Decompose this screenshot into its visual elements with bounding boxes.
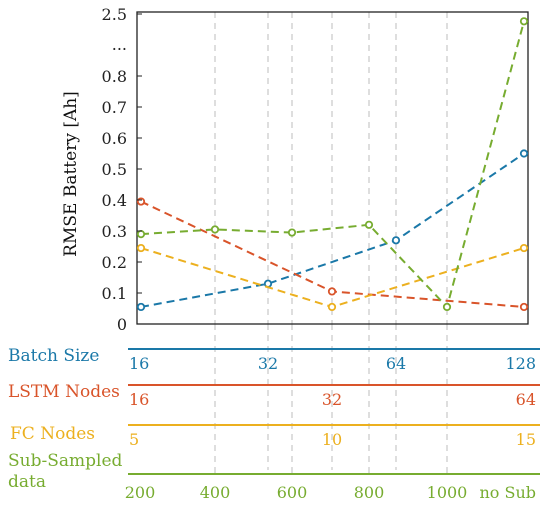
series-line bbox=[140, 152, 525, 308]
x-tick-label: 128 bbox=[505, 354, 536, 373]
series-lstm-nodes bbox=[136, 197, 529, 312]
x-axis-name: LSTM Nodes bbox=[8, 382, 120, 402]
x-tick-label: 16 bbox=[129, 390, 149, 409]
x-axis-name: Sub-Sampled data bbox=[8, 451, 123, 492]
y-axis-ticks: 2.5... 0.8 0.7 0.6 0.5 0.4 0.3 0.2 0.1 0 bbox=[102, 5, 142, 334]
x-tick-label: 1000 bbox=[427, 483, 468, 502]
data-point bbox=[136, 230, 146, 239]
data-point bbox=[519, 243, 529, 253]
x-axis-lstm-nodes: LSTM Nodes 16 32 64 bbox=[8, 382, 540, 409]
x-axis-name: Batch Size bbox=[8, 346, 99, 366]
data-point bbox=[442, 302, 452, 312]
data-point bbox=[519, 149, 529, 158]
x-tick-label: 16 bbox=[129, 354, 149, 373]
y-tick-label: 0.2 bbox=[102, 253, 127, 272]
data-point bbox=[327, 287, 337, 296]
x-tick-label: 32 bbox=[322, 390, 342, 409]
data-point bbox=[210, 225, 220, 234]
y-tick-label: 0.7 bbox=[102, 98, 127, 117]
data-point bbox=[287, 228, 297, 237]
data-point bbox=[364, 220, 374, 229]
y-tick-label: 0.6 bbox=[102, 129, 127, 148]
x-tick-label: 5 bbox=[129, 430, 139, 449]
series-sub-sampled-data bbox=[136, 17, 529, 312]
x-tick-label: 15 bbox=[516, 430, 536, 449]
series-layer bbox=[136, 17, 529, 312]
y-tick-label: 0.8 bbox=[102, 67, 127, 86]
y-tick-label: 0.5 bbox=[102, 160, 127, 179]
y-tick-label: 2.5 bbox=[102, 5, 127, 24]
y-tick-label: ... bbox=[112, 35, 127, 54]
y-tick-label: 0.3 bbox=[102, 222, 127, 241]
plot-frame bbox=[136, 11, 529, 325]
y-tick-label: 0.4 bbox=[102, 191, 127, 210]
x-tick-label: 32 bbox=[258, 354, 278, 373]
x-tick-label: no Sub bbox=[479, 483, 536, 502]
data-point bbox=[519, 17, 529, 26]
data-point bbox=[391, 236, 401, 245]
x-tick-label: 200 bbox=[125, 483, 156, 502]
data-point bbox=[327, 302, 337, 312]
y-tick-label: 0.1 bbox=[102, 284, 127, 303]
x-tick-label: 600 bbox=[277, 483, 308, 502]
y-tick-label: 0 bbox=[117, 315, 127, 334]
series-line bbox=[140, 21, 525, 309]
series-fc-nodes bbox=[136, 243, 529, 312]
data-point bbox=[136, 197, 146, 206]
data-point bbox=[136, 302, 146, 312]
x-axis-name: FC Nodes bbox=[10, 424, 95, 444]
x-tick-label: 10 bbox=[322, 430, 342, 449]
data-point bbox=[519, 302, 529, 312]
x-tick-label: 800 bbox=[354, 483, 385, 502]
x-tick-label: 64 bbox=[516, 390, 536, 409]
data-point bbox=[136, 243, 146, 253]
x-tick-label: 64 bbox=[386, 354, 406, 373]
x-axis-fc-nodes: FC Nodes 5 10 15 bbox=[10, 424, 540, 449]
x-axes: Batch Size 16 32 64 128 LSTM Nodes 16 32 64 FC No… bbox=[8, 346, 540, 502]
plot-border bbox=[136, 11, 529, 325]
x-axis-batch-size: Batch Size 16 32 64 128 bbox=[8, 346, 540, 373]
series-batch-size bbox=[136, 149, 529, 312]
y-axis-label: RMSE Battery [Ah] bbox=[61, 91, 81, 257]
x-tick-label: 400 bbox=[200, 483, 231, 502]
